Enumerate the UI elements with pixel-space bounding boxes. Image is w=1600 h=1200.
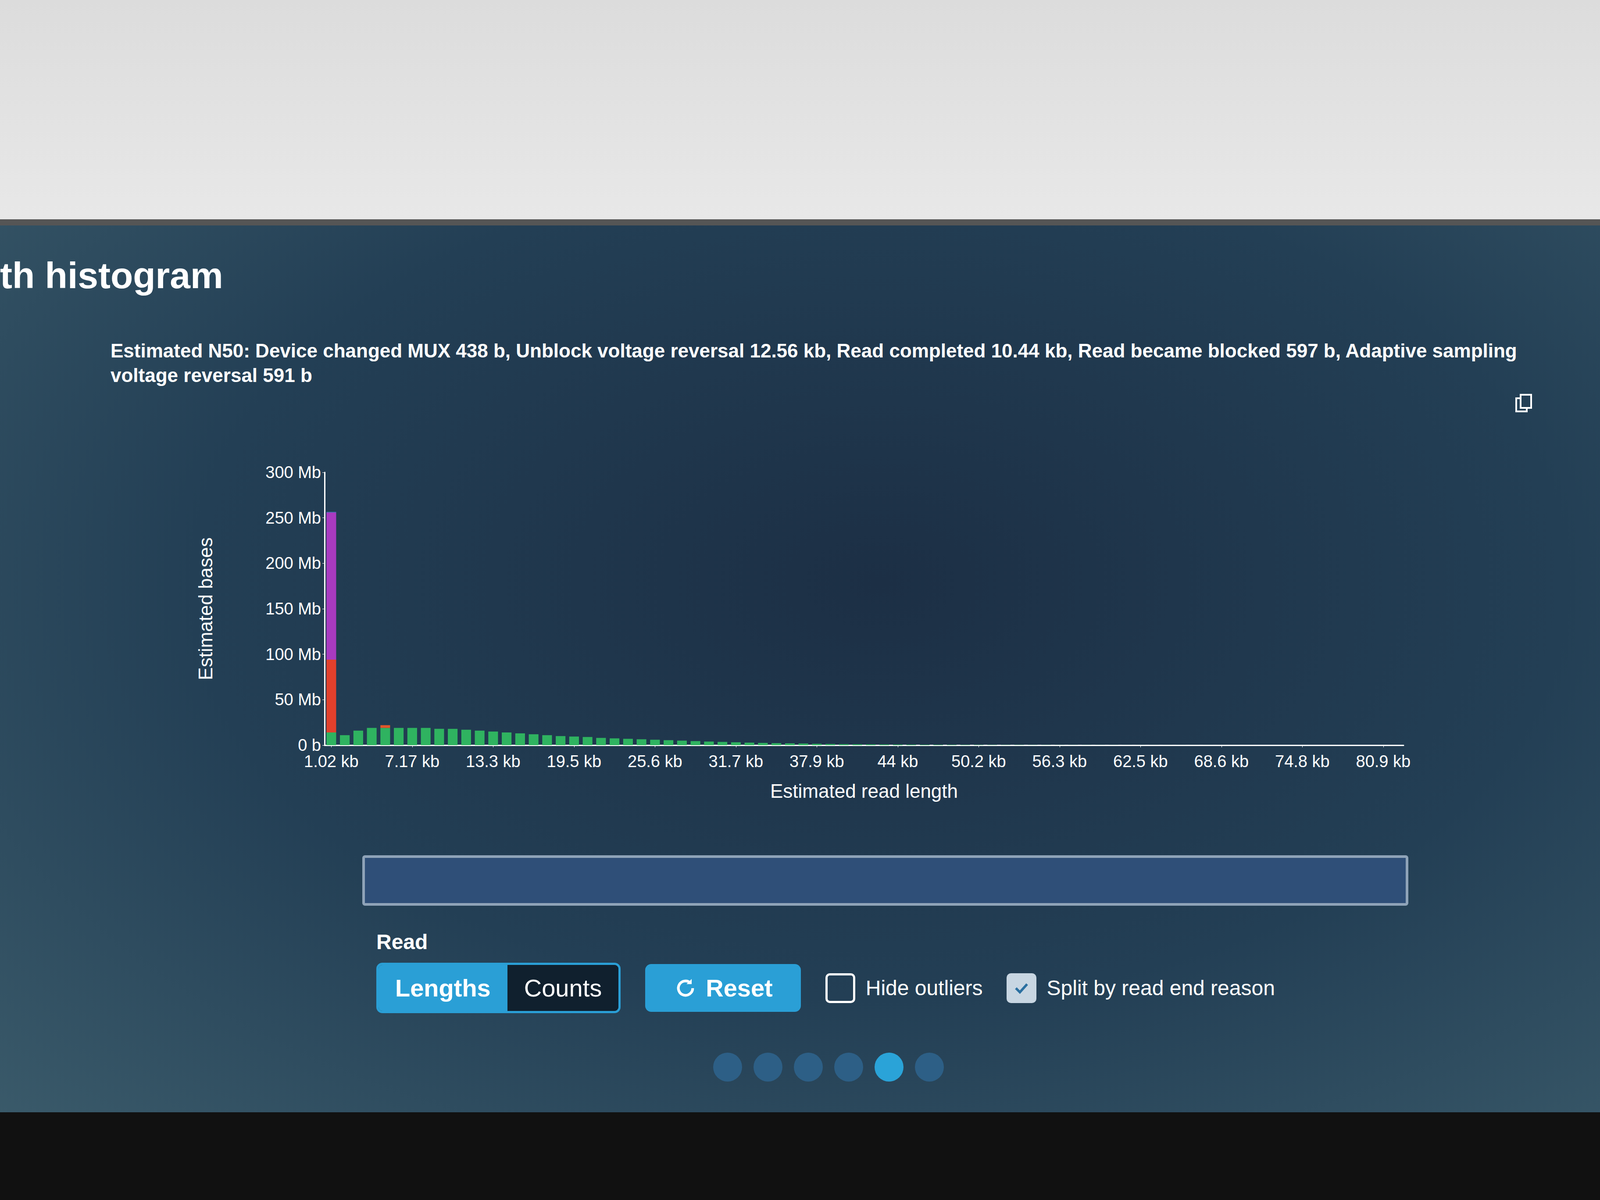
svg-text:56.3 kb: 56.3 kb: [1032, 752, 1088, 771]
svg-text:150 Mb: 150 Mb: [265, 599, 322, 618]
html-text:Counts: Counts: [524, 974, 602, 1002]
html-text:Split by read end reason: Split by read end reason: [1046, 976, 1275, 1000]
svg-text:0 b: 0 b: [297, 735, 322, 755]
html-text:th histogram: th histogram: [0, 254, 224, 297]
svg-text:1.02 kb: 1.02 kb: [303, 752, 359, 771]
svg-text:Estimated bases: Estimated bases: [194, 537, 217, 680]
svg-text:Estimated read length: Estimated read length: [770, 780, 958, 802]
svg-text:80.9 kb: 80.9 kb: [1356, 752, 1411, 771]
svg-text:13.3 kb: 13.3 kb: [465, 752, 521, 771]
svg-text:44 kb: 44 kb: [877, 752, 918, 771]
svg-text:200 Mb: 200 Mb: [265, 553, 322, 573]
svg-text:100 Mb: 100 Mb: [265, 645, 322, 664]
svg-text:62.5 kb: 62.5 kb: [1113, 752, 1168, 771]
svg-text:50 Mb: 50 Mb: [274, 690, 322, 709]
svg-text:250 Mb: 250 Mb: [265, 508, 322, 528]
html-text:Hide outliers: Hide outliers: [865, 976, 983, 1000]
html-text:Estimated N50: Device changed: Estimated N50: Device changed MUX 438 b,…: [110, 339, 1517, 386]
html-text:Reset: Reset: [705, 974, 773, 1002]
html-text:Read: Read: [376, 930, 428, 954]
svg-text:300 Mb: 300 Mb: [265, 463, 322, 482]
html-text:Lengths: Lengths: [395, 974, 491, 1002]
svg-text:50.2 kb: 50.2 kb: [951, 752, 1007, 771]
svg-text:19.5 kb: 19.5 kb: [546, 752, 602, 771]
svg-text:25.6 kb: 25.6 kb: [627, 752, 683, 771]
svg-text:68.6 kb: 68.6 kb: [1194, 752, 1250, 771]
svg-text:31.7 kb: 31.7 kb: [708, 752, 764, 771]
svg-text:74.8 kb: 74.8 kb: [1275, 752, 1330, 771]
svg-text:37.9 kb: 37.9 kb: [789, 752, 845, 771]
svg-text:7.17 kb: 7.17 kb: [385, 752, 440, 771]
